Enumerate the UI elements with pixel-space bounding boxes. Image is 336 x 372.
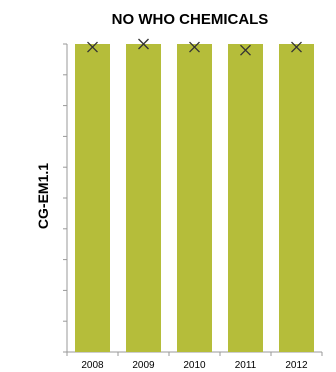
bars	[75, 44, 314, 352]
marker-stroke	[240, 44, 251, 56]
x-tick-label-2012: 2012	[285, 360, 308, 371]
x-tick-labels: 2008 2009 2010 2011 2012	[81, 360, 308, 371]
marker-stroke	[291, 41, 302, 53]
markers	[87, 38, 302, 56]
bar-2009	[126, 44, 161, 352]
marker-2010	[189, 41, 200, 53]
marker-2008	[87, 41, 98, 53]
marker-2009	[138, 38, 149, 50]
marker-stroke	[87, 41, 98, 53]
x-tick-label-2008: 2008	[81, 360, 104, 371]
marker-stroke	[138, 38, 149, 50]
marker-2011	[240, 44, 251, 56]
x-tick-label-2010: 2010	[183, 360, 206, 371]
y-axis-label: CG-EM1.1	[35, 163, 51, 229]
bar-2010	[177, 44, 212, 352]
bar-2008	[75, 44, 110, 352]
bar-2011	[228, 44, 263, 352]
chart-title: NO WHO CHEMICALS	[112, 11, 269, 28]
marker-2012	[291, 41, 302, 53]
x-tick-label-2009: 2009	[132, 360, 155, 371]
marker-stroke	[189, 41, 200, 53]
x-tick-label-2011: 2011	[235, 360, 257, 371]
bar-2012	[279, 44, 314, 352]
